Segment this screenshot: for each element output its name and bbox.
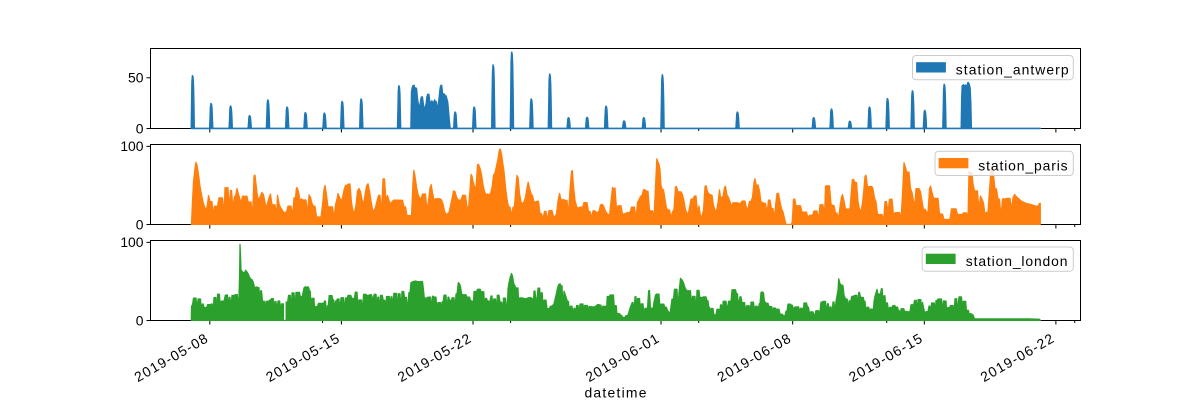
svg-text:station_paris: station_paris [978,157,1068,173]
svg-text:station_antwerp: station_antwerp [956,62,1070,78]
svg-text:station_london: station_london [966,253,1069,269]
svg-text:50: 50 [128,70,144,86]
svg-text:0: 0 [136,216,144,232]
svg-text:0: 0 [136,312,144,328]
svg-text:100: 100 [120,234,143,250]
svg-text:100: 100 [120,138,143,154]
svg-text:datetime: datetime [584,384,647,400]
svg-text:0: 0 [136,120,144,136]
